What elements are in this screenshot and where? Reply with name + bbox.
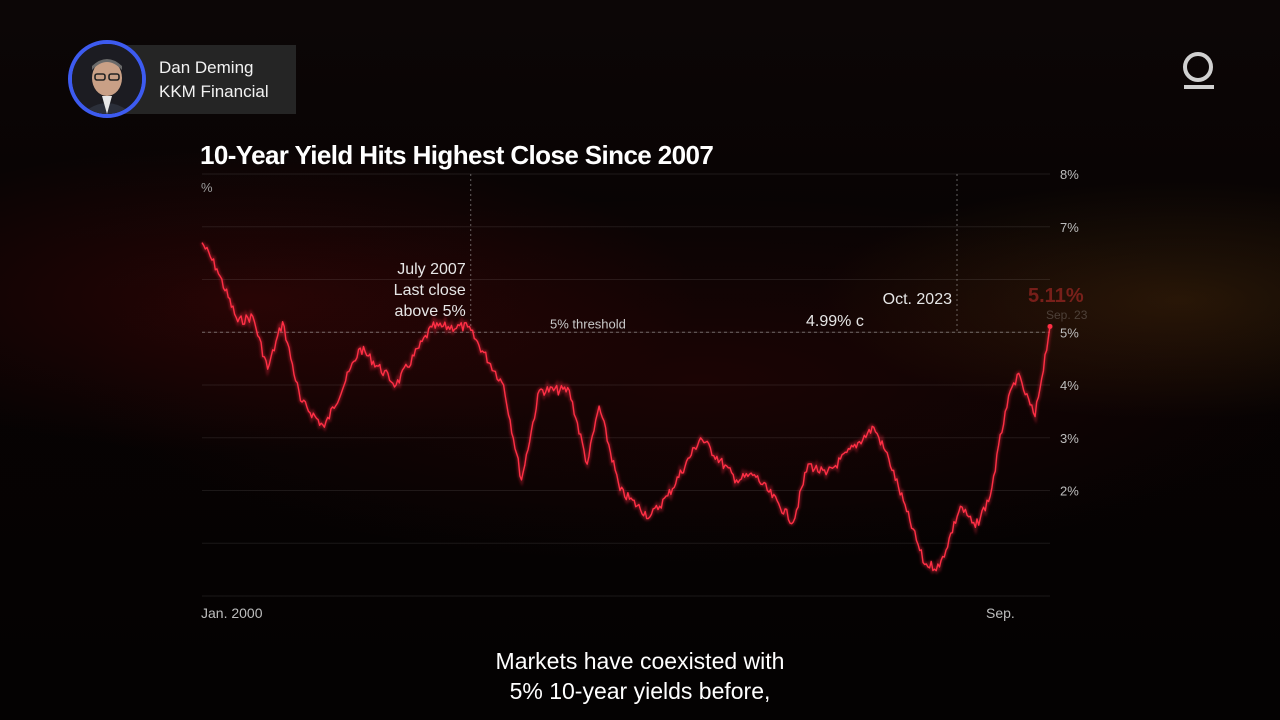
latest-date-label: Sep. 23 [1046,308,1088,322]
y-tick-label: 4% [1060,378,1079,393]
caption-line-1: Markets have coexisted with [495,648,785,674]
july-2007-annotation: Last close [394,282,466,299]
caption-line-2: 5% 10-year yields before, [509,678,771,704]
y-tick-label: 5% [1060,325,1079,340]
x-start-label: Jan. 2000 [201,605,263,621]
x-end-label: Sep. [986,605,1015,621]
oct-2023-annotation: Oct. 2023 [883,291,952,308]
y-axis-unit: % [201,180,213,195]
caption-subtitle: Markets have coexisted with 5% 10-year y… [0,646,1280,706]
speaker-organization: KKM Financial [159,82,269,101]
july-2007-annotation: above 5% [395,303,466,320]
latest-point [1047,323,1053,329]
yield-series-line [201,242,1051,572]
y-tick-label: 8% [1060,167,1079,182]
speaker-lower-third: Dan Deming KKM Financial [68,40,296,118]
chart-title: 10-Year Yield Hits Highest Close Since 2… [200,140,714,170]
threshold-label: 5% threshold [550,316,626,331]
july-2007-annotation: July 2007 [397,261,466,278]
latest-value-label: 5.11% [1028,285,1084,307]
y-tick-label: 7% [1060,220,1079,235]
y-tick-label: 3% [1060,431,1079,446]
quicktake-logo-icon [1180,50,1218,92]
speaker-name: Dan Deming [159,58,254,77]
close-value-label: 4.99% c [806,313,864,330]
speaker-avatar [68,40,146,118]
y-tick-label: 2% [1060,484,1079,499]
